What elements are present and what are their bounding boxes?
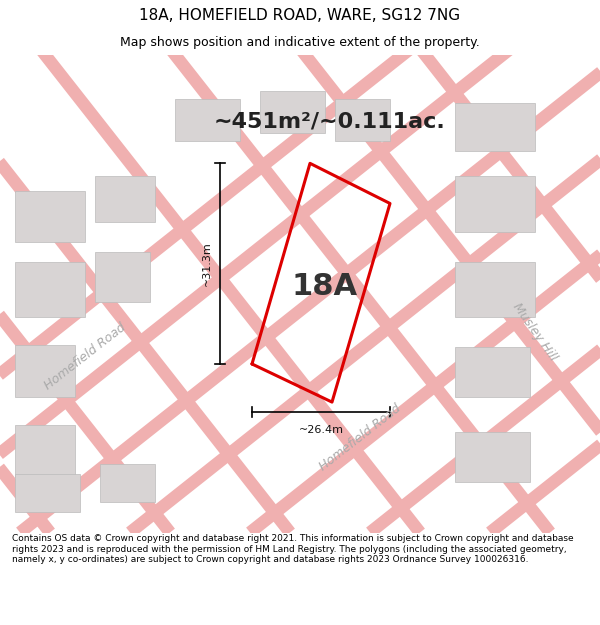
Bar — [175, 99, 240, 141]
Bar — [100, 464, 155, 503]
Bar — [455, 432, 530, 482]
Text: ~26.4m: ~26.4m — [299, 425, 343, 435]
Bar — [455, 262, 535, 317]
Bar — [455, 176, 535, 231]
Text: Contains OS data © Crown copyright and database right 2021. This information is : Contains OS data © Crown copyright and d… — [12, 534, 574, 564]
Text: 18A, HOMEFIELD ROAD, WARE, SG12 7NG: 18A, HOMEFIELD ROAD, WARE, SG12 7NG — [139, 8, 461, 23]
Text: ~31.3m: ~31.3m — [202, 241, 212, 286]
Bar — [455, 347, 530, 397]
Bar — [15, 474, 80, 512]
Bar — [260, 91, 325, 133]
Text: Homefield Road: Homefield Road — [42, 321, 128, 392]
Bar — [15, 425, 75, 478]
Bar — [95, 252, 150, 302]
Text: 18A: 18A — [292, 272, 358, 301]
Text: Musley Hill: Musley Hill — [510, 301, 560, 363]
Text: ~451m²/~0.111ac.: ~451m²/~0.111ac. — [214, 111, 446, 131]
Bar — [15, 262, 85, 317]
Bar — [95, 176, 155, 221]
Bar — [335, 99, 390, 141]
Text: Map shows position and indicative extent of the property.: Map shows position and indicative extent… — [120, 36, 480, 49]
Bar — [15, 191, 85, 242]
Bar — [15, 345, 75, 397]
Text: Homefield Road: Homefield Road — [317, 401, 403, 473]
Bar — [455, 103, 535, 151]
